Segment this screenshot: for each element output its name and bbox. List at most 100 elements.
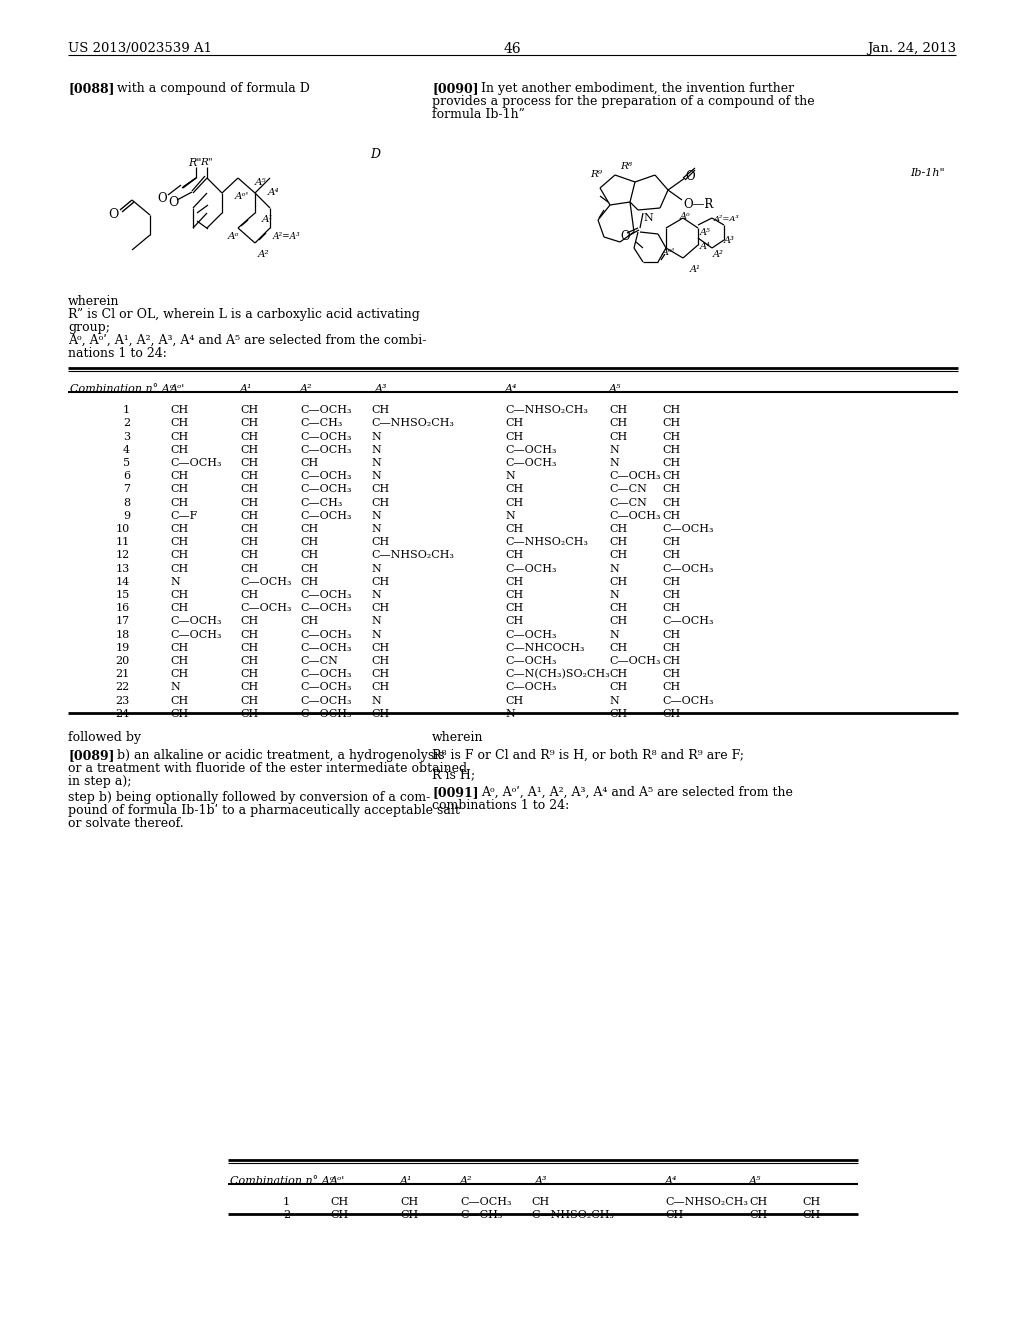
- Text: Aᵒ': Aᵒ': [234, 191, 250, 201]
- Text: CH: CH: [170, 484, 188, 495]
- Text: CH: CH: [170, 537, 188, 548]
- Text: Aᵒ': Aᵒ': [662, 248, 676, 257]
- Text: C—OCH₃: C—OCH₃: [505, 630, 556, 640]
- Text: CH: CH: [609, 643, 628, 653]
- Text: C—OCH₃: C—OCH₃: [662, 564, 714, 574]
- Text: 5: 5: [123, 458, 130, 469]
- Text: CH: CH: [300, 537, 318, 548]
- Text: [0088]: [0088]: [68, 82, 115, 95]
- Text: A⁵: A⁵: [255, 178, 266, 187]
- Text: CH: CH: [300, 564, 318, 574]
- Text: CH: CH: [802, 1197, 820, 1208]
- Text: 46: 46: [503, 42, 521, 55]
- Text: CH: CH: [505, 550, 523, 561]
- Text: CH: CH: [371, 682, 389, 693]
- Text: C—OCH₃: C—OCH₃: [505, 445, 556, 455]
- Text: N: N: [371, 471, 381, 482]
- Text: CH: CH: [170, 432, 188, 442]
- Text: C—OCH₃: C—OCH₃: [662, 616, 714, 627]
- Text: Ib-1h": Ib-1h": [910, 168, 944, 178]
- Text: C—OCH₃: C—OCH₃: [300, 603, 351, 614]
- Text: CH: CH: [300, 550, 318, 561]
- Text: CH: CH: [662, 603, 680, 614]
- Text: O: O: [108, 209, 119, 220]
- Text: CH: CH: [240, 590, 258, 601]
- Text: N: N: [609, 458, 618, 469]
- Text: N: N: [643, 213, 652, 223]
- Text: N: N: [170, 682, 180, 693]
- Text: step b) being optionally followed by conversion of a com-: step b) being optionally followed by con…: [68, 791, 430, 804]
- Text: CH: CH: [749, 1210, 767, 1221]
- Text: CH: CH: [240, 458, 258, 469]
- Text: CH: CH: [371, 656, 389, 667]
- Text: CH: CH: [240, 616, 258, 627]
- Text: CH: CH: [662, 590, 680, 601]
- Text: CH: CH: [505, 696, 523, 706]
- Text: 11: 11: [116, 537, 130, 548]
- Text: CH: CH: [240, 418, 258, 429]
- Text: CH: CH: [662, 445, 680, 455]
- Text: CH: CH: [371, 405, 389, 416]
- Text: A³: A³: [724, 236, 735, 246]
- Text: C—OCH₃: C—OCH₃: [460, 1197, 512, 1208]
- Text: C—OCH₃: C—OCH₃: [300, 709, 351, 719]
- Text: CH: CH: [609, 537, 628, 548]
- Text: CH: CH: [662, 643, 680, 653]
- Text: b) an alkaline or acidic treatment, a hydrogenolysis: b) an alkaline or acidic treatment, a hy…: [117, 748, 444, 762]
- Text: 19: 19: [116, 643, 130, 653]
- Text: Jan. 24, 2013: Jan. 24, 2013: [867, 42, 956, 55]
- Text: C—NHSO₂CH₃: C—NHSO₂CH₃: [505, 537, 588, 548]
- Text: CH: CH: [400, 1197, 418, 1208]
- Text: CH: CH: [505, 616, 523, 627]
- Text: wherein: wherein: [432, 731, 483, 743]
- Text: CH: CH: [240, 564, 258, 574]
- Text: CH: CH: [371, 498, 389, 508]
- Text: C—OCH₃: C—OCH₃: [300, 432, 351, 442]
- Text: O: O: [685, 170, 694, 183]
- Text: 20: 20: [116, 656, 130, 667]
- Text: C—OCH₃: C—OCH₃: [609, 511, 660, 521]
- Text: CH: CH: [240, 550, 258, 561]
- Text: group;: group;: [68, 321, 110, 334]
- Text: C—OCH₃: C—OCH₃: [300, 643, 351, 653]
- Text: with a compound of formula D: with a compound of formula D: [117, 82, 310, 95]
- Text: N: N: [371, 630, 381, 640]
- Text: in step a);: in step a);: [68, 775, 131, 788]
- Text: O: O: [620, 230, 630, 243]
- Text: C—OCH₃: C—OCH₃: [300, 590, 351, 601]
- Text: C—OCH₃: C—OCH₃: [170, 630, 221, 640]
- Text: N: N: [609, 590, 618, 601]
- Text: C—OCH₃: C—OCH₃: [300, 682, 351, 693]
- Text: N: N: [371, 616, 381, 627]
- Text: C—CH₃: C—CH₃: [460, 1210, 503, 1221]
- Text: C—CN: C—CN: [609, 498, 647, 508]
- Text: N: N: [609, 696, 618, 706]
- Text: N: N: [170, 577, 180, 587]
- Text: R": R": [188, 158, 202, 168]
- Text: C—OCH₃: C—OCH₃: [609, 656, 660, 667]
- Text: CH: CH: [240, 498, 258, 508]
- Text: C—OCH₃: C—OCH₃: [609, 471, 660, 482]
- Text: CH: CH: [330, 1197, 348, 1208]
- Text: C—OCH₃: C—OCH₃: [505, 458, 556, 469]
- Text: C—OCH₃: C—OCH₃: [170, 458, 221, 469]
- Text: CH: CH: [505, 590, 523, 601]
- Text: O: O: [157, 191, 167, 205]
- Text: Aᵒ': Aᵒ': [330, 1176, 345, 1185]
- Text: pound of formula Ib-1bʹ to a pharmaceutically acceptable salt: pound of formula Ib-1bʹ to a pharmaceuti…: [68, 804, 460, 817]
- Text: CH: CH: [170, 709, 188, 719]
- Text: N: N: [609, 445, 618, 455]
- Text: A⁴: A⁴: [268, 187, 280, 197]
- Text: [0090]: [0090]: [432, 82, 478, 95]
- Text: C—OCH₃: C—OCH₃: [662, 696, 714, 706]
- Text: 13: 13: [116, 564, 130, 574]
- Text: CH: CH: [505, 498, 523, 508]
- Text: CH: CH: [170, 643, 188, 653]
- Text: CH: CH: [505, 603, 523, 614]
- Text: CH: CH: [609, 550, 628, 561]
- Text: followed by: followed by: [68, 731, 141, 743]
- Text: CH: CH: [240, 643, 258, 653]
- Text: N: N: [505, 709, 515, 719]
- Text: CH: CH: [300, 616, 318, 627]
- Text: C—OCH₃: C—OCH₃: [300, 445, 351, 455]
